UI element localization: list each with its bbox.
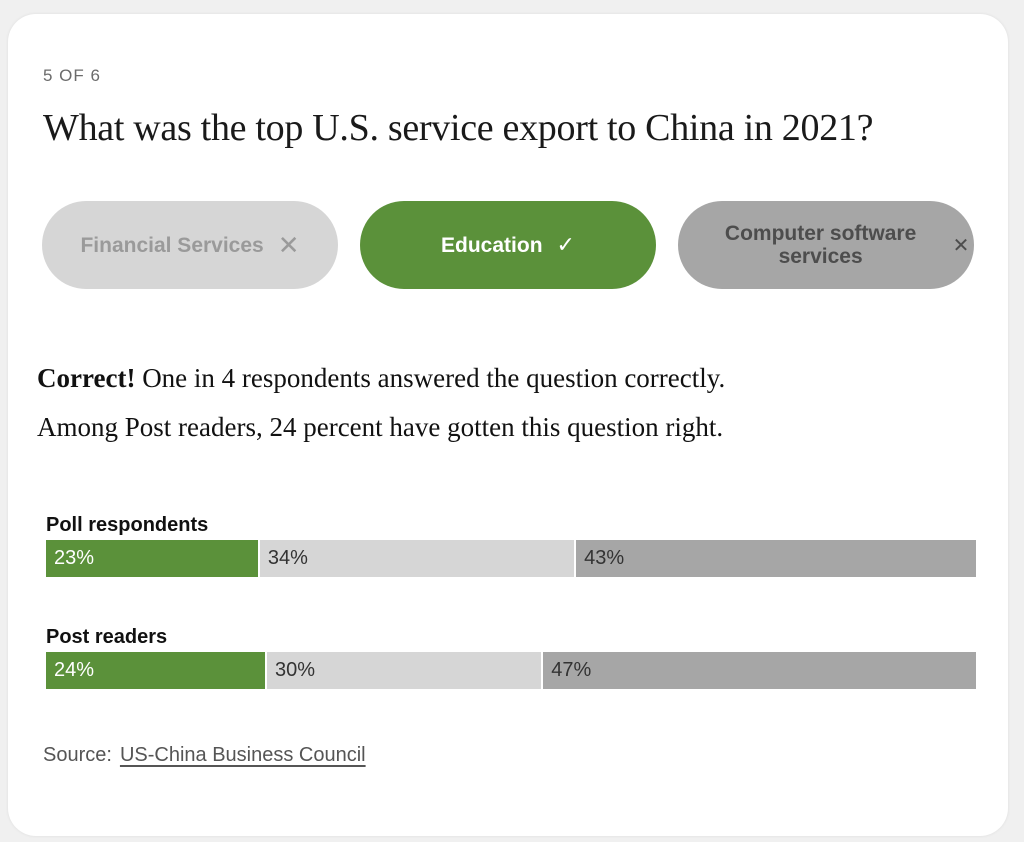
bar-segment-computer-software: 47% (543, 652, 976, 689)
results-title: Poll respondents (46, 514, 209, 536)
x-icon: ✕ (277, 229, 300, 260)
results-bar: 24% 30% 47% (46, 652, 976, 689)
results-bar: 23% 34% 43% (46, 540, 976, 577)
source-line: Source: US-China Business Council (43, 744, 366, 767)
option-label: Financial Services (80, 233, 264, 257)
answer-feedback: Correct! One in 4 respondents answered t… (37, 354, 977, 452)
bar-segment-computer-software: 43% (576, 540, 976, 577)
results-title: Post readers (46, 626, 168, 648)
answer-options: Financial Services ✕ Education ✓ Compute… (42, 201, 974, 289)
quiz-card: 5 OF 6 What was the top U.S. service exp… (8, 14, 1008, 836)
question-counter: 5 OF 6 (43, 66, 101, 85)
option-label: Computer software services (724, 222, 917, 268)
question-title: What was the top U.S. service export to … (43, 107, 874, 149)
x-icon: ✕ (952, 234, 970, 257)
option-education-button[interactable]: Education ✓ (360, 201, 656, 289)
feedback-line-2: Among Post readers, 24 percent have gott… (37, 412, 724, 442)
poll-respondents-results: Poll respondents 23% 34% 43% (46, 510, 976, 577)
option-label: Education (441, 233, 543, 257)
source-link[interactable]: US-China Business Council (119, 744, 366, 766)
bar-segment-financial-services: 34% (259, 540, 577, 577)
bar-segment-education: 23% (46, 540, 260, 577)
post-readers-results: Post readers 24% 30% 47% (46, 622, 976, 689)
bar-segment-financial-services: 30% (266, 652, 544, 689)
source-prefix: Source: (43, 744, 112, 766)
feedback-summary: One in 4 respondents answered the questi… (135, 363, 726, 393)
option-computer-software-button[interactable]: Computer software services ✕ (678, 201, 974, 289)
check-icon: ✓ (556, 232, 575, 257)
feedback-verdict: Correct! (37, 363, 136, 393)
option-financial-services-button[interactable]: Financial Services ✕ (42, 201, 338, 289)
feedback-line-1: Correct! One in 4 respondents answered t… (37, 354, 977, 403)
bar-segment-education: 24% (46, 652, 267, 689)
